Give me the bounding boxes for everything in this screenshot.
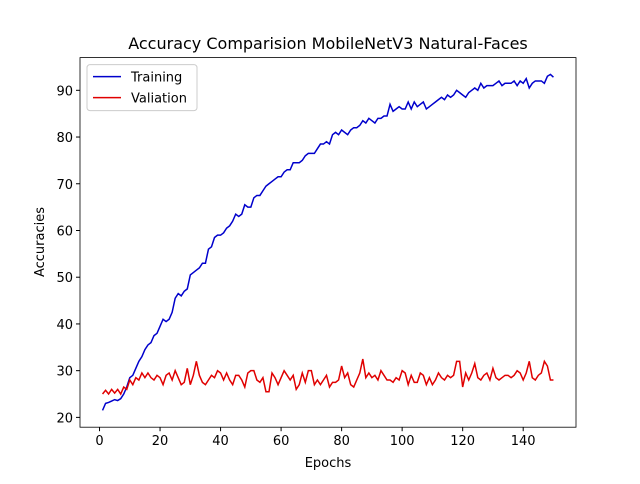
x-axis-label: Epochs — [305, 456, 352, 471]
x-tick-label: 140 — [511, 434, 536, 449]
y-tick-label: 40 — [56, 318, 73, 333]
y-tick-label: 90 — [56, 84, 73, 99]
plot-frame — [79, 57, 577, 428]
x-tick-label: 40 — [212, 434, 229, 449]
x-tick-label: 0 — [95, 434, 103, 449]
x-tick-label: 100 — [390, 434, 415, 449]
legend-label: Training — [130, 71, 182, 86]
line-series — [101, 358, 554, 396]
y-tick-label: 80 — [56, 131, 73, 146]
line-series — [101, 73, 554, 411]
x-tick-label: 20 — [152, 434, 169, 449]
y-axis-label: Accuracies — [33, 207, 48, 277]
y-tick-label: 70 — [56, 178, 73, 193]
y-tick-label: 50 — [56, 271, 73, 286]
chart-title: Accuracy Comparision MobileNetV3 Natural… — [128, 34, 528, 53]
x-tick-label: 60 — [273, 434, 290, 449]
y-tick-label: 60 — [56, 224, 73, 239]
legend-label: Valiation — [131, 92, 187, 107]
x-tick-label: 80 — [333, 434, 350, 449]
x-tick-label: 120 — [450, 434, 475, 449]
y-tick-label: 20 — [56, 411, 73, 426]
y-tick-label: 30 — [56, 365, 73, 380]
